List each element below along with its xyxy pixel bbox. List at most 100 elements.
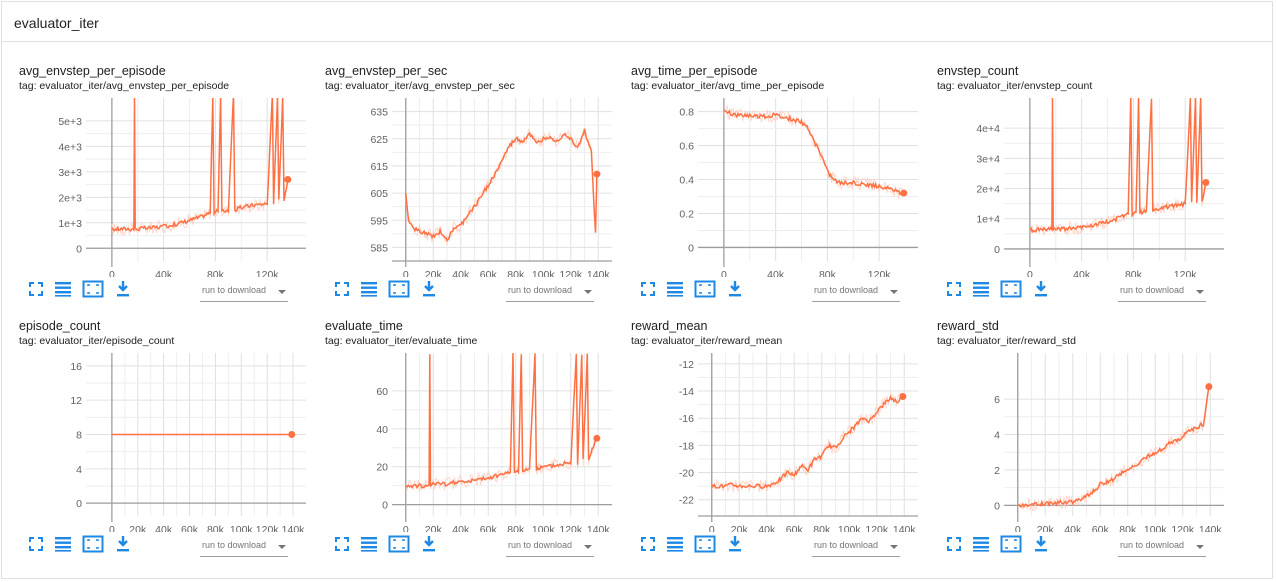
download-run-select[interactable]: run to download [812, 536, 900, 557]
line-chart[interactable]: 0 20k 40k 60k 80k 100k 120k 140k 0 2 4 6 [920, 300, 1226, 532]
chart-tag: tag: evaluator_iter/reward_mean [631, 335, 783, 347]
download-run-select[interactable]: run to download [200, 281, 288, 302]
download-run-label: run to download [202, 540, 267, 550]
series-group [405, 128, 598, 246]
fullscreen-icon[interactable] [26, 534, 46, 554]
x-tick-label: 40k [767, 269, 785, 277]
fullscreen-icon[interactable] [944, 534, 964, 554]
series-end-point[interactable] [288, 431, 296, 438]
grid [1004, 353, 1224, 516]
x-tick-label: 120k [559, 269, 583, 277]
y-tick-label: -16 [679, 413, 694, 425]
series-end-point[interactable] [1202, 179, 1210, 187]
x-tick-label: 140k [587, 269, 611, 277]
y-tick-label: 4 [994, 430, 1000, 442]
download-icon[interactable] [1031, 534, 1051, 554]
fullscreen-icon[interactable] [638, 279, 658, 299]
fit-domain-icon[interactable] [694, 534, 716, 554]
line-chart[interactable]: 0 20k 40k 60k 80k 100k 120k 140k 0 4 8 12 16 [2, 300, 308, 532]
fullscreen-icon[interactable] [638, 534, 658, 554]
series-end-point[interactable] [284, 176, 292, 183]
list-icon[interactable] [359, 534, 379, 554]
line-chart[interactable]: 0 40k 80k 120k 0 1e+3 2e+3 3e+3 4e+3 5e+3 [2, 45, 308, 277]
download-run-select[interactable]: run to download [812, 281, 900, 302]
x-tick-label: 0 [1015, 524, 1021, 532]
x-tick-label: 40k [155, 269, 173, 277]
list-icon[interactable] [971, 279, 991, 299]
chevron-down-icon [584, 290, 592, 294]
download-run-select[interactable]: run to download [1118, 536, 1206, 557]
download-icon[interactable] [725, 534, 745, 554]
series-line-raw [111, 98, 289, 237]
series-end-point[interactable] [899, 392, 907, 400]
download-run-label: run to download [508, 540, 573, 550]
fit-domain-icon[interactable] [82, 279, 104, 299]
y-tick-label: 2e+3 [58, 192, 82, 204]
download-run-label: run to download [508, 285, 573, 295]
y-tick-label: -20 [679, 468, 694, 480]
series-group [711, 392, 904, 493]
x-tick-label: 140k [1199, 524, 1223, 532]
download-run-select[interactable]: run to download [506, 281, 594, 302]
line-chart[interactable]: 0 40k 80k 120k 0 0.2 0.4 0.6 0.8 [614, 45, 920, 277]
chart-title: avg_envstep_per_episode [19, 64, 166, 78]
series-line [723, 109, 905, 195]
x-tick-label: 20k [425, 524, 443, 532]
fullscreen-icon[interactable] [944, 279, 964, 299]
fit-domain-icon[interactable] [388, 534, 410, 554]
x-tick-label: 0 [403, 269, 409, 277]
list-icon[interactable] [971, 534, 991, 554]
series-end-point[interactable] [593, 170, 601, 178]
download-icon[interactable] [419, 279, 439, 299]
chart-card: reward_mean tag: evaluator_iter/reward_me… [614, 300, 920, 557]
y-tick-label: 0 [994, 244, 1000, 256]
download-run-select[interactable]: run to download [200, 536, 288, 557]
y-tick-label: 605 [370, 188, 388, 200]
series-line-raw [405, 128, 598, 246]
series-end-point[interactable] [1205, 383, 1213, 391]
download-icon[interactable] [725, 279, 745, 299]
download-icon[interactable] [113, 534, 133, 554]
series-group [1029, 98, 1207, 237]
download-run-select[interactable]: run to download [1118, 281, 1206, 302]
series-end-point[interactable] [900, 189, 908, 197]
y-tick-label: 3e+3 [58, 167, 82, 179]
download-icon[interactable] [419, 534, 439, 554]
y-tick-label: 0 [76, 243, 82, 255]
x-tick-label: 100k [838, 524, 862, 532]
line-chart[interactable]: 0 20k 40k 60k 80k 100k 120k 140k 585 595 605 615 625… [308, 45, 614, 277]
download-icon[interactable] [1031, 279, 1051, 299]
line-chart[interactable]: 0 40k 80k 120k 0 1e+4 2e+4 3e+4 4e+4 [920, 45, 1226, 277]
y-tick-label: -12 [679, 359, 694, 371]
download-run-select[interactable]: run to download [506, 536, 594, 557]
chart-title: envstep_count [937, 64, 1019, 78]
fit-domain-icon[interactable] [1000, 534, 1022, 554]
list-icon[interactable] [53, 534, 73, 554]
group-header[interactable]: evaluator_iter [2, 2, 1272, 42]
x-tick-label: 120k [1174, 269, 1198, 277]
y-tick-label: 4e+3 [58, 141, 82, 153]
chart-tag: tag: evaluator_iter/evaluate_time [325, 335, 478, 347]
line-chart[interactable]: 0 20k 40k 60k 80k 100k 120k 140k 0 20 40 60 [308, 300, 614, 532]
fit-domain-icon[interactable] [1000, 279, 1022, 299]
list-icon[interactable] [53, 279, 73, 299]
list-icon[interactable] [665, 534, 685, 554]
series-line-raw [711, 392, 904, 493]
y-tick-label: 40 [376, 424, 388, 436]
fullscreen-icon[interactable] [332, 534, 352, 554]
list-icon[interactable] [359, 279, 379, 299]
chevron-down-icon [890, 545, 898, 549]
fullscreen-icon[interactable] [332, 279, 352, 299]
download-icon[interactable] [113, 279, 133, 299]
fit-domain-icon[interactable] [388, 279, 410, 299]
x-tick-label: 40k [452, 524, 470, 532]
list-icon[interactable] [665, 279, 685, 299]
y-tick-label: -18 [679, 440, 694, 452]
series-end-point[interactable] [593, 434, 601, 442]
fit-domain-icon[interactable] [82, 534, 104, 554]
line-chart[interactable]: 0 20k 40k 60k 80k 100k 120k 140k -22 -20 -18 -16 -14… [614, 300, 920, 532]
fit-domain-icon[interactable] [694, 279, 716, 299]
fullscreen-icon[interactable] [26, 279, 46, 299]
x-tick-label: 80k [207, 524, 225, 532]
series-line-raw [1017, 386, 1210, 512]
